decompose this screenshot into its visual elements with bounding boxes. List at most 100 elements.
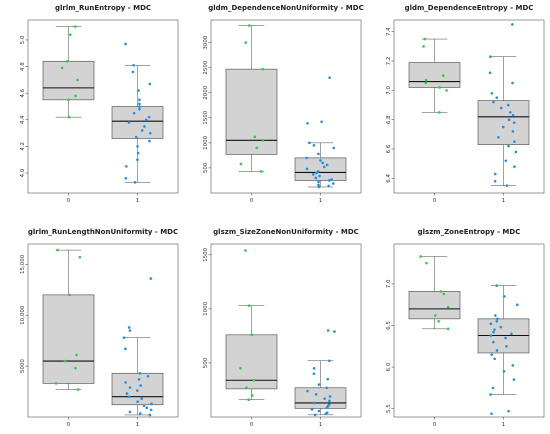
y-tick-label: 1000: [203, 135, 209, 149]
data-point: [78, 255, 82, 259]
data-point: [244, 41, 248, 44]
data-point: [499, 106, 503, 110]
data-point: [239, 367, 242, 370]
box-group-0: [225, 24, 278, 173]
data-point: [493, 328, 496, 331]
data-point: [65, 59, 69, 63]
data-point: [306, 389, 309, 393]
data-point: [326, 329, 330, 332]
data-point: [73, 25, 77, 28]
data-point: [137, 378, 141, 381]
data-point: [138, 102, 141, 106]
data-point: [318, 174, 321, 178]
data-point: [138, 371, 142, 375]
data-point: [325, 163, 329, 167]
data-point: [261, 67, 265, 71]
chart-svg: gldm_DependenceNonUniformity - MDC 500 100…: [203, 4, 364, 204]
data-point: [261, 139, 265, 142]
data-point: [333, 330, 336, 333]
data-point: [75, 353, 78, 357]
y-tick-label: 6.4: [386, 173, 392, 182]
chart-title: gldm_DependenceEntropy - MDC: [405, 4, 534, 12]
x-tick-label: 0: [67, 422, 71, 428]
data-point: [148, 82, 152, 86]
data-point: [422, 45, 425, 48]
box-group-1: [477, 23, 530, 187]
data-point: [148, 413, 152, 417]
data-point: [494, 314, 497, 317]
data-point: [128, 329, 132, 332]
data-point: [325, 406, 329, 410]
data-point: [313, 413, 317, 417]
data-point: [310, 408, 314, 411]
data-point: [316, 170, 320, 173]
data-point: [508, 111, 512, 114]
data-point: [125, 392, 129, 395]
plot-frame: [393, 19, 545, 194]
data-point: [511, 113, 515, 117]
data-point: [314, 176, 318, 180]
iqr-box: [111, 372, 164, 406]
data-point: [250, 333, 254, 337]
x-tick-label: 0: [433, 422, 437, 428]
data-point: [67, 98, 70, 102]
data-point: [67, 115, 71, 119]
data-point: [512, 378, 516, 381]
data-point: [497, 135, 500, 139]
data-point: [150, 402, 153, 406]
data-point: [445, 89, 448, 92]
data-point: [511, 364, 515, 367]
data-point: [149, 131, 152, 135]
chart-svg: glszm_ZoneEntropy - MDC 5.5 6.0 6.5 7.0 0 1: [386, 228, 545, 428]
x-tick-label: 0: [67, 198, 71, 204]
data-point: [244, 249, 247, 252]
data-point: [319, 159, 322, 162]
data-point: [247, 398, 250, 401]
data-point: [328, 395, 332, 398]
data-point: [511, 23, 514, 26]
data-point: [328, 76, 331, 79]
data-point: [247, 24, 251, 27]
data-point: [308, 141, 311, 145]
x-tick-label: 0: [250, 422, 254, 428]
data-point: [314, 392, 318, 396]
x-tick-label: 0: [250, 198, 254, 204]
data-point: [501, 125, 505, 129]
data-point: [434, 314, 437, 317]
data-point: [68, 293, 71, 297]
data-point: [507, 409, 510, 413]
data-point: [328, 359, 331, 363]
data-point: [60, 66, 64, 70]
data-point: [330, 178, 333, 181]
data-point: [425, 261, 428, 265]
data-point: [511, 130, 515, 133]
data-point: [493, 172, 497, 176]
iqr-box: [42, 60, 95, 101]
data-point: [127, 326, 131, 329]
data-point: [331, 182, 335, 185]
data-point: [139, 384, 142, 387]
y-tick-label: 6.6: [386, 144, 392, 153]
data-point: [510, 332, 513, 336]
x-tick-label: 1: [502, 198, 506, 204]
data-point: [492, 330, 495, 334]
data-point: [124, 42, 127, 46]
data-point: [490, 412, 493, 415]
y-tick-label: 6.8: [386, 115, 392, 124]
data-point: [514, 150, 518, 154]
data-point: [125, 165, 128, 168]
data-point: [495, 284, 498, 287]
panel-dependence-non-uniformity: gldm_DependenceNonUniformity - MDC 500 100…: [183, 0, 365, 210]
data-point: [124, 177, 128, 180]
data-point: [317, 383, 321, 386]
data-point: [305, 167, 309, 171]
data-point: [505, 345, 508, 348]
data-point: [74, 366, 77, 370]
data-point: [506, 103, 510, 107]
iqr-box: [294, 387, 347, 409]
chart-svg: glrlm_RunEntropy - MDC 4.0 4.2 4.4 4.6 4.8 5.0…: [20, 4, 179, 204]
data-point: [495, 349, 499, 352]
y-tick-label: 7.0: [386, 86, 392, 95]
chart-title: gldm_DependenceNonUniformity - MDC: [208, 4, 363, 12]
y-tick-label: 6.5: [386, 321, 392, 330]
